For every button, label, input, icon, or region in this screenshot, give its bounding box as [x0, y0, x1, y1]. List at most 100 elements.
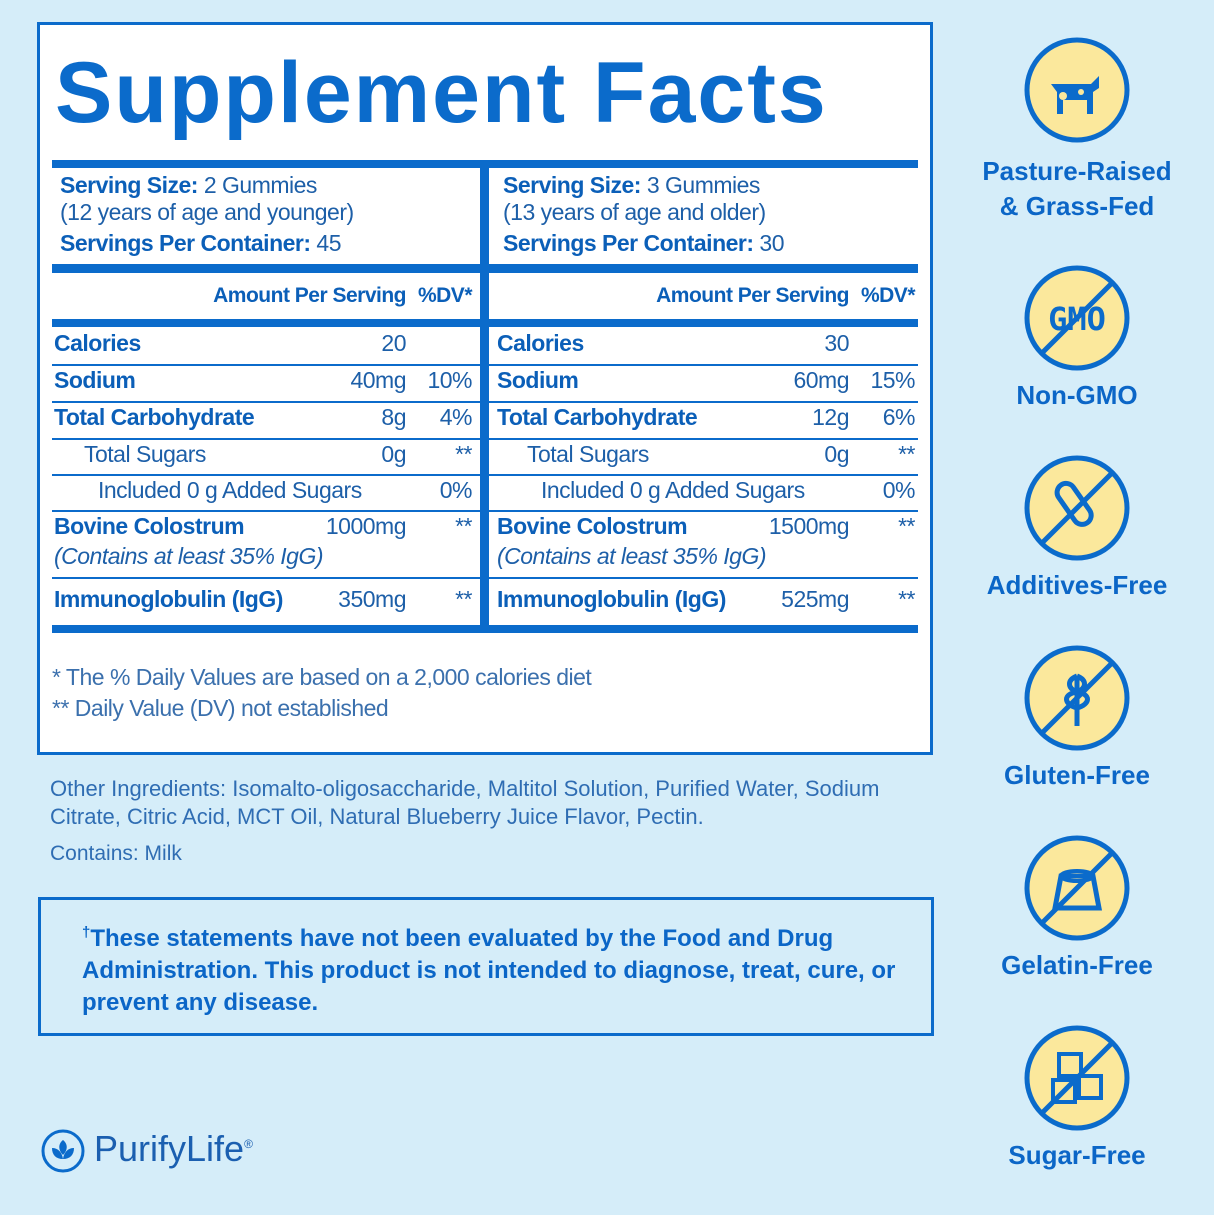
servings-label: Servings Per Container: [503, 230, 754, 256]
nutrient-note: (Contains at least 35% IgG) [497, 543, 767, 569]
badge-label: Sugar-Free [1008, 1140, 1146, 1170]
disclaimer-box [38, 897, 934, 1036]
daily-value: ** [898, 586, 915, 612]
serving-size-label: Serving Size: [60, 172, 198, 198]
badge-icon [1024, 37, 1130, 143]
row-line [52, 577, 480, 579]
disclaimer-text: These statements have not been evaluated… [82, 925, 896, 1016]
daily-value: ** [455, 586, 472, 612]
daily-value: ** [455, 441, 472, 467]
footnote: ** Daily Value (DV) not established [52, 695, 389, 721]
amount: 0g [824, 441, 849, 467]
row-line [489, 577, 918, 579]
brand: PurifyLife® [94, 1128, 253, 1170]
other-ingredients: Other Ingredients: Isomalto-oligosacchar… [50, 776, 880, 829]
row-line [52, 364, 480, 366]
row-line [52, 438, 480, 440]
amount: 1500mg [768, 513, 850, 539]
row-line [52, 474, 480, 476]
divider [480, 168, 489, 633]
serving-size-value: 3 Gummies [646, 172, 761, 198]
servings: Servings Per Container: 45 [60, 230, 342, 257]
badge-icon: GMO [1024, 265, 1130, 371]
nutrient-name: Calories [54, 330, 141, 356]
nutrient-name: Immunoglobulin (IgG) [497, 586, 726, 612]
row-line [52, 401, 480, 403]
nutrient-note: (Contains at least 35% IgG) [54, 543, 324, 569]
badge-label: & Grass-Fed [999, 191, 1155, 221]
badge-icon [1024, 835, 1130, 941]
title: Supplement Facts [55, 45, 828, 141]
servings-value: 30 [759, 230, 785, 256]
nutrient-name: Sodium [497, 367, 579, 393]
servings-label: Servings Per Container: [60, 230, 311, 256]
nutrient-name: Sodium [54, 367, 136, 393]
badge-icon [1024, 455, 1130, 561]
amount: 40mg [350, 367, 406, 393]
daily-value: 6% [882, 404, 916, 430]
age-note: (12 years of age and younger) [60, 199, 354, 225]
row-line [489, 438, 918, 440]
brand-logo [41, 1129, 85, 1173]
nutrient-name: Total Carbohydrate [54, 404, 255, 430]
badge-icon [1024, 1025, 1130, 1131]
rule [489, 264, 918, 273]
badge-label: Additives-Free [986, 570, 1168, 600]
contains: Contains: Milk [50, 842, 182, 865]
amount: 60mg [793, 367, 849, 393]
daily-value: 4% [439, 404, 473, 430]
nutrient-name: Included 0 g Added Sugars [98, 477, 362, 503]
badge-label: Gluten-Free [1004, 760, 1150, 790]
rule [52, 319, 480, 327]
row-line [489, 474, 918, 476]
row-line [52, 510, 480, 512]
serving-size-label: Serving Size: [503, 172, 641, 198]
servings: Servings Per Container: 30 [503, 230, 785, 257]
badge-label: Pasture-Raised [982, 156, 1172, 186]
amount: 8g [381, 404, 406, 430]
amount: 12g [812, 404, 849, 430]
daily-value: ** [455, 513, 472, 539]
daily-value: 10% [427, 367, 472, 393]
dv-header: %DV* [860, 284, 916, 307]
daily-value: 15% [870, 367, 915, 393]
row-line [489, 364, 918, 366]
brand-name: PurifyLife [94, 1128, 245, 1169]
amount-header: Amount Per Serving [656, 284, 849, 307]
badge-label: Gelatin-Free [1001, 950, 1153, 980]
nutrient-name: Immunoglobulin (IgG) [54, 586, 283, 612]
rule [489, 319, 918, 327]
serving-size: Serving Size: 2 Gummies [60, 172, 317, 199]
servings-value: 45 [316, 230, 342, 256]
daily-value: ** [898, 441, 915, 467]
daily-value: 0% [882, 477, 916, 503]
footnote: * The % Daily Values are based on a 2,00… [52, 664, 592, 690]
dv-header: %DV* [417, 284, 473, 307]
daily-value: ** [898, 513, 915, 539]
row-line [489, 510, 918, 512]
nutrient-name: Included 0 g Added Sugars [541, 477, 805, 503]
serving-size: Serving Size: 3 Gummies [503, 172, 760, 199]
serving-size-value: 2 Gummies [203, 172, 318, 198]
badge-icon [1024, 645, 1130, 751]
age-note: (13 years of age and older) [503, 199, 766, 225]
disclaimer: †These statements have not been evaluate… [82, 917, 912, 1019]
amount: 1000mg [325, 513, 407, 539]
rule [52, 160, 918, 168]
badge-icon-text: GMO [1048, 300, 1106, 338]
row-line [489, 401, 918, 403]
amount: 350mg [338, 586, 406, 612]
nutrient-name: Total Carbohydrate [497, 404, 698, 430]
amount-header: Amount Per Serving [213, 284, 406, 307]
dagger: † [82, 924, 91, 941]
rule [52, 625, 918, 633]
nutrient-name: Bovine Colostrum [54, 513, 245, 539]
nutrient-name: Calories [497, 330, 584, 356]
daily-value: 0% [439, 477, 473, 503]
brand-mark: ® [244, 1137, 253, 1151]
rule [52, 264, 480, 273]
amount: 525mg [781, 586, 849, 612]
amount: 20 [381, 330, 406, 356]
badge-label: Non-GMO [1016, 380, 1138, 410]
